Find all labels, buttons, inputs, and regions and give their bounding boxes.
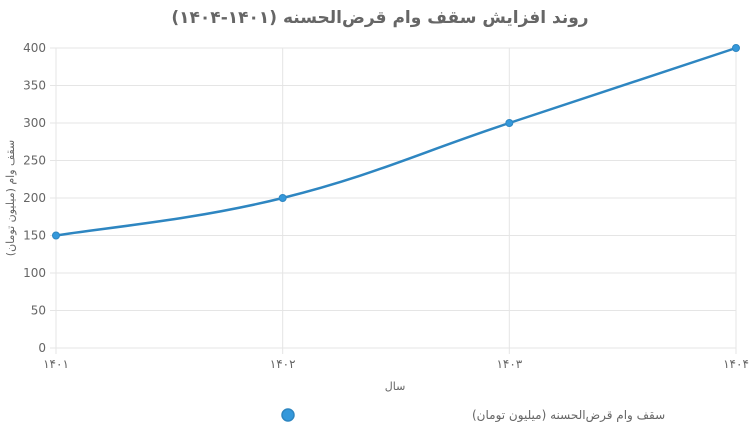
series-line — [54, 46, 738, 237]
x-tick-label: ۱۴۰۳ — [496, 357, 522, 371]
x-tick-label: ۱۴۰۲ — [270, 357, 296, 371]
chart-title: روند افزایش سقف وام قرض‌الحسنه (۱۴۰۱-۱۴۰… — [171, 8, 588, 28]
y-axis-title: سقف وام (میلیون تومان) — [4, 140, 17, 256]
data-points — [52, 44, 740, 240]
x-axis-ticks: ۱۴۰۱ ۱۴۰۲ ۱۴۰۳ ۱۴۰۴ — [43, 357, 749, 371]
legend-marker — [281, 408, 295, 422]
data-point[interactable] — [52, 231, 60, 240]
grid — [50, 47, 737, 354]
y-tick-label: 350 — [23, 79, 46, 93]
y-tick-label: 400 — [23, 41, 46, 55]
y-tick-label: 250 — [23, 154, 46, 168]
data-point[interactable] — [505, 119, 514, 127]
legend-label: سقف وام قرض‌الحسنه (میلیون تومان) — [472, 408, 665, 423]
y-tick-label: 150 — [23, 229, 46, 243]
x-tick-label: ۱۴۰۱ — [43, 357, 69, 371]
y-axis-ticks: 0 50 100 150 200 250 300 350 400 — [23, 41, 46, 355]
legend[interactable]: سقف وام قرض‌الحسنه (میلیون تومان) — [281, 408, 665, 423]
y-tick-label: 0 — [38, 341, 46, 355]
y-tick-label: 100 — [23, 266, 46, 280]
y-tick-label: 300 — [23, 116, 46, 130]
y-tick-label: 200 — [23, 191, 46, 205]
data-point[interactable] — [278, 194, 287, 202]
data-point[interactable] — [732, 44, 740, 52]
x-tick-label: ۱۴۰۴ — [723, 357, 749, 371]
y-tick-label: 50 — [31, 304, 46, 318]
x-axis-title: سال — [385, 380, 406, 393]
